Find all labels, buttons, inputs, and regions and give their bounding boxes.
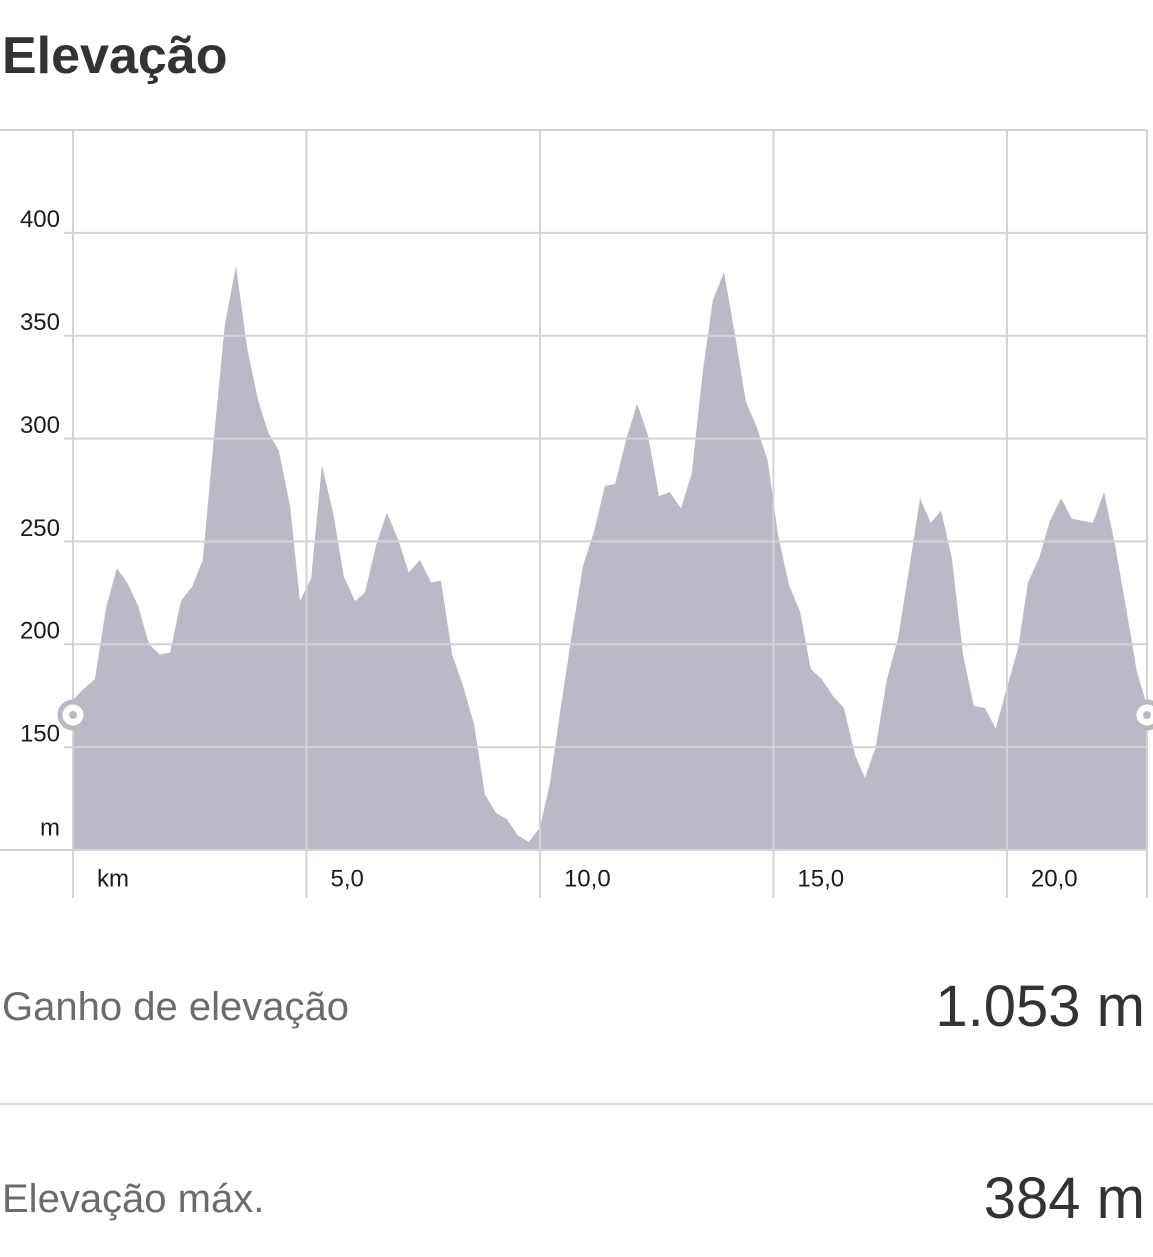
y-tick-label: 400 bbox=[20, 206, 60, 233]
x-tick-label: 20,0 bbox=[1031, 865, 1078, 892]
handle-dot bbox=[69, 711, 77, 719]
stat-label: Ganho de elevação bbox=[2, 985, 349, 1029]
y-tick-label: 300 bbox=[20, 412, 60, 439]
stat-value: 384 m bbox=[983, 1166, 1145, 1231]
elevation-chart: 150 200 250 300 350 400 5,0 10,0 15,0 20,0 km m bbox=[0, 129, 1153, 898]
stat-row: Ganho de elevação 1.053 m bbox=[0, 958, 1145, 1058]
y-tick-label: 250 bbox=[20, 515, 60, 542]
x-tick-label: 5,0 bbox=[330, 865, 363, 892]
range-handle[interactable] bbox=[1131, 699, 1153, 731]
x-axis-label: km bbox=[97, 865, 129, 892]
handle-dot bbox=[1143, 711, 1151, 719]
y-tick-label: 350 bbox=[20, 309, 60, 336]
x-tick-label: 10,0 bbox=[564, 865, 611, 892]
page-title: Elevação bbox=[2, 27, 228, 85]
divider bbox=[0, 1103, 1153, 1105]
y-tick-label: 200 bbox=[20, 618, 60, 645]
stat-label: Elevação máx. bbox=[2, 1177, 265, 1221]
range-handle[interactable] bbox=[57, 699, 89, 731]
y-tick-label: 150 bbox=[20, 720, 60, 747]
y-axis-label: m bbox=[40, 814, 60, 841]
x-tick-label: 15,0 bbox=[797, 865, 844, 892]
stat-row: Elevação máx. 384 m bbox=[0, 1150, 1145, 1250]
elevation-area bbox=[73, 265, 1147, 850]
stat-value: 1.053 m bbox=[935, 974, 1145, 1039]
